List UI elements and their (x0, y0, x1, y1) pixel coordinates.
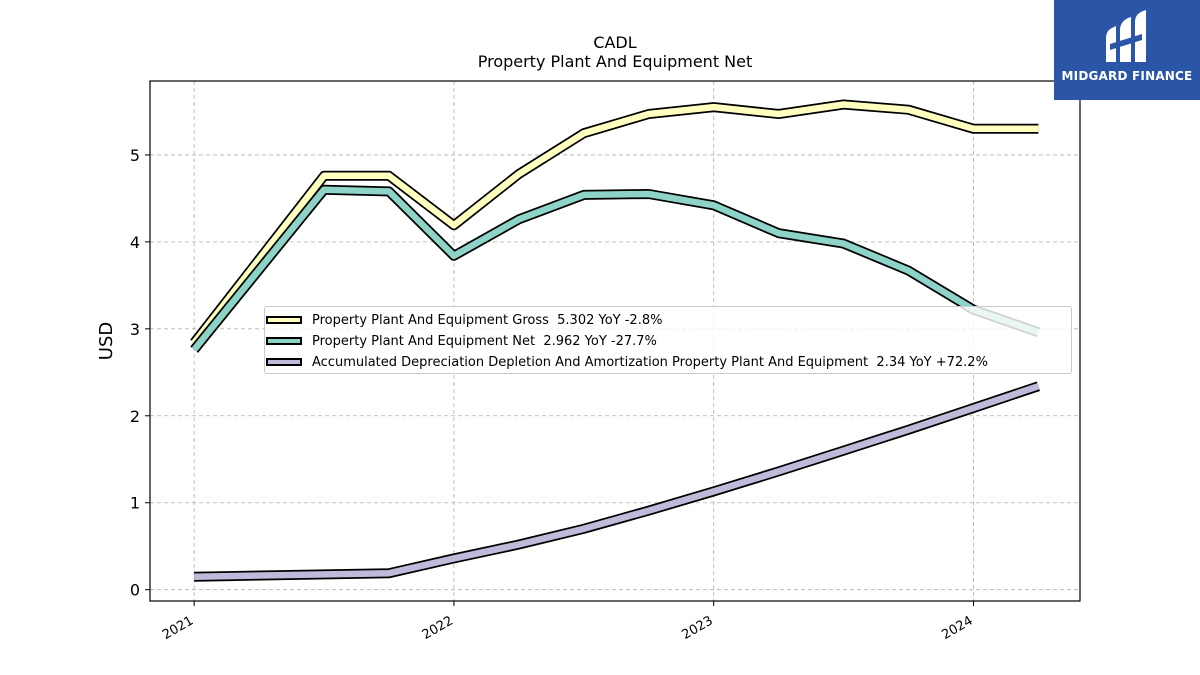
y-tick-label-3: 3 (130, 320, 140, 339)
midgard-logo-icon (1106, 10, 1146, 62)
y-tick-label-0: 0 (130, 581, 140, 600)
x-tick-label-3: 2024 (939, 613, 975, 643)
x-tick-label-0: 2021 (160, 613, 196, 643)
y-tick-label-1: 1 (130, 494, 140, 513)
legend-swatch-gross (266, 316, 302, 324)
midgard-logo: MIDGARD FINANCE (1054, 0, 1200, 100)
series-line-2 (194, 383, 1040, 580)
chart-title: CADL (593, 33, 637, 52)
series-lines (190, 99, 1041, 582)
axis-ticks: 0 1 2 3 4 5 2021 2022 2023 2024 (130, 146, 976, 643)
legend-swatch-depreciation (266, 358, 302, 366)
legend-label-net: Property Plant And Equipment Net 2.962 Y… (312, 333, 657, 349)
legend-label-gross: Property Plant And Equipment Gross 5.302… (312, 312, 663, 328)
x-tick-label-1: 2022 (420, 613, 456, 643)
chart-subtitle: Property Plant And Equipment Net (477, 52, 753, 71)
legend-item-depreciation: Accumulated Depreciation Depletion And A… (265, 352, 988, 372)
y-tick-label-4: 4 (130, 233, 140, 252)
logo-text: MIDGARD FINANCE (1061, 69, 1193, 83)
plot-frame (149, 80, 1081, 602)
series-line-1 (191, 186, 1040, 352)
x-tick-label-2: 2023 (680, 613, 716, 643)
y-axis-label: USD (96, 322, 117, 360)
legend-swatch-net (266, 337, 302, 345)
y-tick-label-5: 5 (130, 146, 140, 165)
legend: Property Plant And Equipment Gross 5.302… (264, 306, 1072, 374)
y-tick-label-2: 2 (130, 407, 140, 426)
legend-label-depreciation: Accumulated Depreciation Depletion And A… (312, 354, 988, 370)
series-outline-2 (194, 381, 1040, 582)
series-line-0 (191, 101, 1039, 345)
legend-item-net: Property Plant And Equipment Net 2.962 Y… (265, 331, 657, 351)
legend-item-gross: Property Plant And Equipment Gross 5.302… (265, 310, 662, 330)
